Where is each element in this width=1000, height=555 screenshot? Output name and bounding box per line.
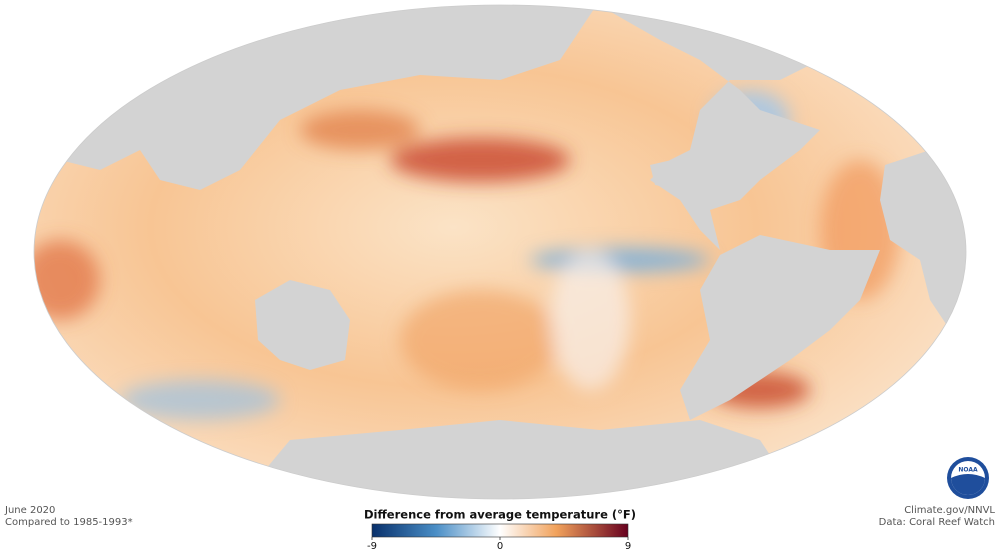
- globe: [34, 5, 966, 499]
- scale-tick-label: 9: [625, 541, 631, 552]
- globe-outline: [33, 4, 967, 500]
- legend-title: Difference from average temperature (°F): [364, 508, 636, 522]
- date-label: June 2020: [4, 505, 55, 516]
- source-label: Climate.gov/NNVL: [904, 505, 995, 516]
- baseline-label: Compared to 1985-1993*: [5, 517, 133, 528]
- scale-tick-label: 0: [497, 541, 503, 552]
- scale-tick-label: -9: [367, 541, 377, 552]
- logo-text: NOAA: [958, 467, 978, 474]
- color-scale: [371, 523, 629, 538]
- data-credit: Data: Coral Reef Watch: [879, 517, 995, 528]
- noaa-logo: NOAA: [947, 457, 989, 499]
